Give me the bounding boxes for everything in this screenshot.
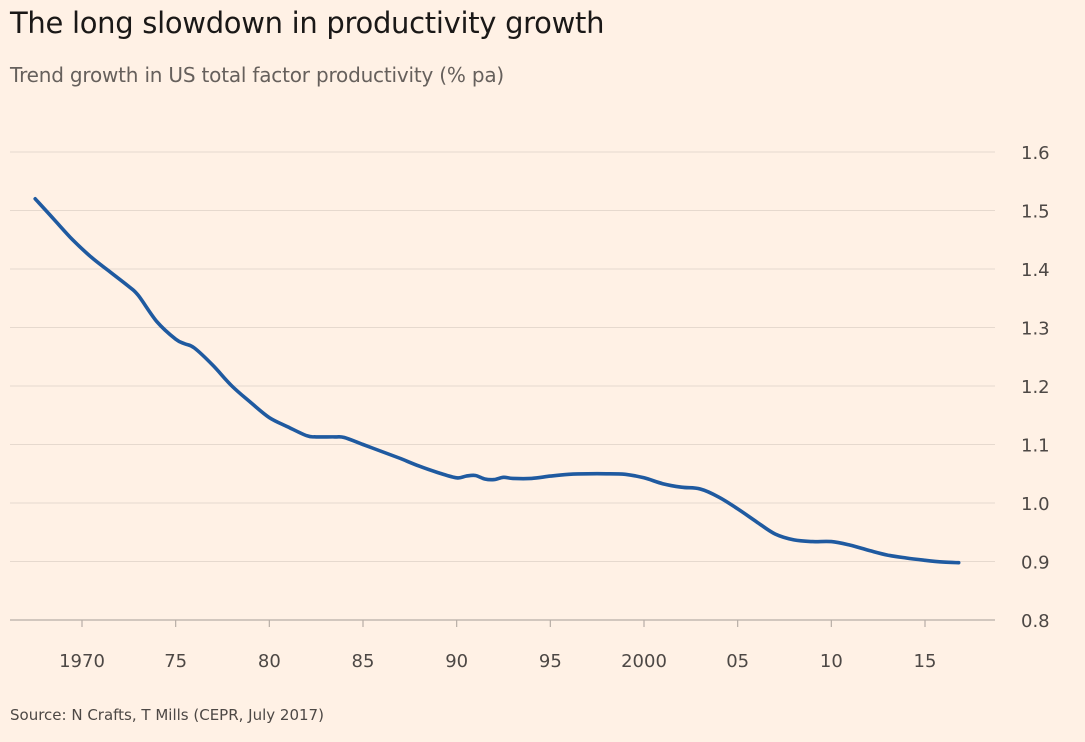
x-tick-label: 95 (539, 651, 562, 672)
gridlines (10, 151, 995, 621)
x-tick-label: 1970 (59, 651, 105, 672)
y-tick-label: 0.9 (1021, 553, 1050, 574)
x-tick-label: 15 (914, 651, 937, 672)
y-tick-label: 1.4 (1021, 260, 1050, 281)
y-tick-label: 0.8 (1021, 611, 1050, 632)
y-tick-label: 1.3 (1021, 319, 1050, 340)
y-tick-label: 1.6 (1021, 143, 1050, 164)
x-tick-label: 10 (820, 651, 843, 672)
x-tick-label: 85 (352, 651, 375, 672)
series-line-tfp-growth (33, 197, 961, 565)
x-tick-label: 90 (445, 651, 468, 672)
y-axis-ticks: 0.8 0.9 1.0 1.1 1.2 1.3 1.4 1.5 1.6 (1021, 143, 1050, 632)
y-tick-label: 1.5 (1021, 202, 1050, 223)
x-tick-label: 75 (164, 651, 187, 672)
x-tick-label: 80 (258, 651, 281, 672)
x-tick-label: 2000 (621, 651, 667, 672)
source-note: Source: N Crafts, T Mills (CEPR, July 20… (10, 706, 324, 724)
x-axis-ticks: 1970 75 80 85 90 95 2000 05 10 15 (59, 620, 936, 672)
x-tick-label: 05 (726, 651, 749, 672)
chart-title: The long slowdown in productivity growth (10, 6, 605, 40)
y-tick-label: 1.2 (1021, 377, 1050, 398)
series-layer (33, 197, 961, 565)
y-tick-label: 1.1 (1021, 436, 1050, 457)
y-tick-label: 1.0 (1021, 494, 1050, 515)
chart-subtitle: Trend growth in US total factor producti… (10, 63, 504, 87)
